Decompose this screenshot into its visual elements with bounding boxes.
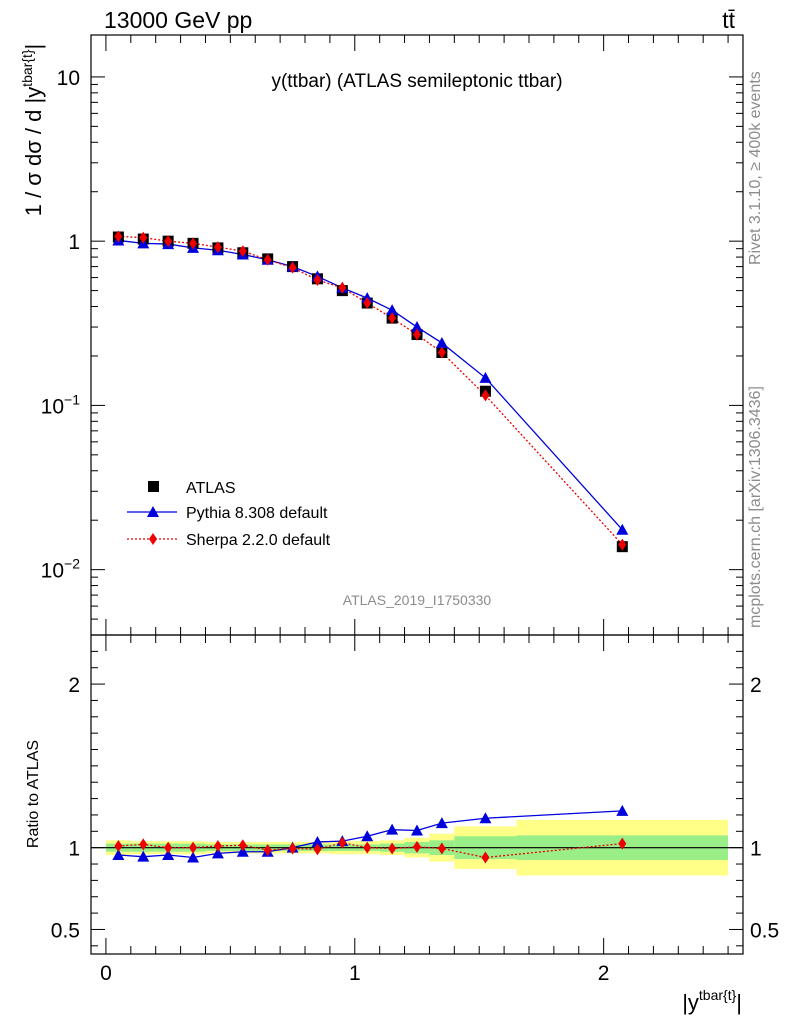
legend-sherpa-label: Sherpa 2.2.0 default: [186, 532, 331, 549]
ratio-axis-ticks: 0.5 0.5 1 1 2 2 0 1 2: [51, 635, 779, 985]
main-point-series-1: [386, 304, 399, 316]
ratio-point-series-1: [313, 843, 322, 856]
ratio-panel: 0.5 0.5 1 1 2 2 0 1 2 Ratio to ATLAS |ytbar{t}|: [25, 634, 779, 1015]
ratio-point-series-1: [437, 842, 446, 855]
x-axis-label: |ytbar{t}|: [682, 987, 742, 1015]
legend-sherpa-marker-icon: [149, 533, 157, 545]
ratio-point-series-0: [112, 849, 125, 861]
ratio-point-series-1: [338, 836, 347, 849]
main-point-series-2: [213, 241, 222, 254]
ratio-point-series-1: [139, 838, 148, 851]
ratio-point-series-1: [618, 837, 627, 850]
main-point-series-2: [164, 235, 173, 248]
main-point-series-1: [616, 523, 629, 535]
main-y-tick-label: 10−1: [41, 391, 81, 418]
ratio-point-series-1: [213, 840, 222, 853]
header-energy-label: 13000 GeV pp: [104, 7, 252, 33]
ratio-point-series-1: [413, 840, 421, 853]
main-series-lines: [118, 235, 623, 546]
main-point-series-2: [413, 328, 421, 341]
legend-atlas-marker-icon: [148, 481, 159, 492]
ratio-point-series-1: [164, 841, 173, 854]
ratio-y-tick-label-right: 1: [750, 838, 762, 861]
ratio-point-series-0: [479, 812, 492, 824]
ratio-y-tick-label-right: 0.5: [750, 919, 779, 942]
ratio-y-tick-label-left: 0.5: [51, 919, 80, 942]
main-point-series-2: [388, 312, 397, 325]
analysis-watermark: ATLAS_2019_I1750330: [343, 592, 492, 608]
main-point-series-2: [313, 274, 322, 287]
legend-atlas-label: ATLAS: [186, 480, 236, 497]
main-point-series-2: [189, 237, 198, 250]
main-y-tick-label: 1: [68, 231, 80, 254]
x-tick-label: 2: [598, 962, 610, 985]
ratio-point-series-1: [238, 839, 247, 852]
x-tick-label: 1: [349, 962, 361, 985]
main-plot-title: y(ttbar) (ATLAS semileptonic ttbar): [271, 71, 562, 92]
main-series-line-2: [118, 235, 623, 546]
main-y-tick-label: 10: [57, 67, 80, 90]
ratio-point-series-0: [435, 817, 448, 829]
main-point-series-1: [479, 371, 492, 383]
ratio-point-series-1: [363, 841, 372, 854]
ratio-y-tick-label-right: 2: [750, 674, 762, 697]
main-series-markers: [112, 230, 629, 553]
main-point-series-2: [238, 245, 247, 258]
ratio-point-series-0: [162, 849, 175, 861]
ratio-point-series-1: [288, 842, 297, 855]
main-point-series-2: [139, 231, 148, 244]
main-point-series-2: [437, 346, 446, 359]
ratio-point-series-0: [411, 824, 423, 836]
ratio-point-series-1: [481, 851, 490, 864]
main-series-line-1: [118, 239, 623, 531]
ratio-point-series-0: [236, 845, 249, 857]
legend-pythia-marker-icon: [147, 506, 159, 517]
ratio-point-series-1: [263, 844, 272, 857]
ratio-series-markers: [112, 804, 629, 864]
main-point-series-2: [618, 538, 627, 551]
ratio-point-series-0: [187, 851, 200, 863]
mcplots-credit-label: mcplots.cern.ch [arXiv:1306.3436]: [747, 386, 764, 628]
main-point-series-2: [481, 389, 490, 402]
ratio-y-tick-label-left: 2: [68, 674, 80, 697]
main-axis-ticks: 10−2 10−1 1 10: [41, 35, 743, 636]
main-y-tick-label: 10−2: [41, 556, 81, 583]
legend-pythia-label: Pythia 8.308 default: [186, 505, 328, 522]
ratio-point-series-0: [386, 823, 399, 835]
ratio-point-series-1: [114, 840, 123, 853]
ratio-series-line-0: [118, 810, 623, 859]
ratio-series-line-1: [118, 842, 623, 859]
header-process-label: tt̄: [722, 7, 735, 33]
ratio-point-series-1: [189, 841, 198, 854]
ratio-point-series-0: [361, 830, 374, 842]
legend: ATLAS Pythia 8.308 default Sherpa 2.2.0 …: [127, 480, 331, 549]
ratio-point-series-0: [211, 847, 224, 859]
ratio-point-series-0: [137, 850, 150, 862]
main-point-series-2: [263, 253, 272, 266]
main-y-axis-label: 1 / σ dσ / d |ytbar{t}|: [19, 44, 46, 217]
ratio-y-axis-label: Ratio to ATLAS: [25, 740, 42, 848]
main-point-series-2: [363, 297, 372, 310]
ratio-series-lines: [118, 810, 623, 859]
main-point-series-1: [411, 321, 423, 333]
main-point-series-1: [435, 336, 448, 348]
main-point-series-2: [288, 261, 297, 274]
ratio-point-series-0: [616, 804, 629, 816]
main-point-series-2: [114, 230, 123, 243]
x-tick-label: 0: [100, 962, 112, 985]
ratio-point-series-0: [311, 835, 324, 847]
main-point-series-2: [338, 281, 347, 294]
ratio-y-tick-label-left: 1: [68, 838, 80, 861]
ratio-plot-frame: [90, 634, 744, 955]
main-panel: y(ttbar) (ATLAS semileptonic ttbar) ATLA…: [19, 34, 744, 636]
ratio-point-series-1: [388, 842, 397, 855]
rivet-version-label: Rivet 3.1.10, ≥ 400k events: [747, 71, 764, 265]
